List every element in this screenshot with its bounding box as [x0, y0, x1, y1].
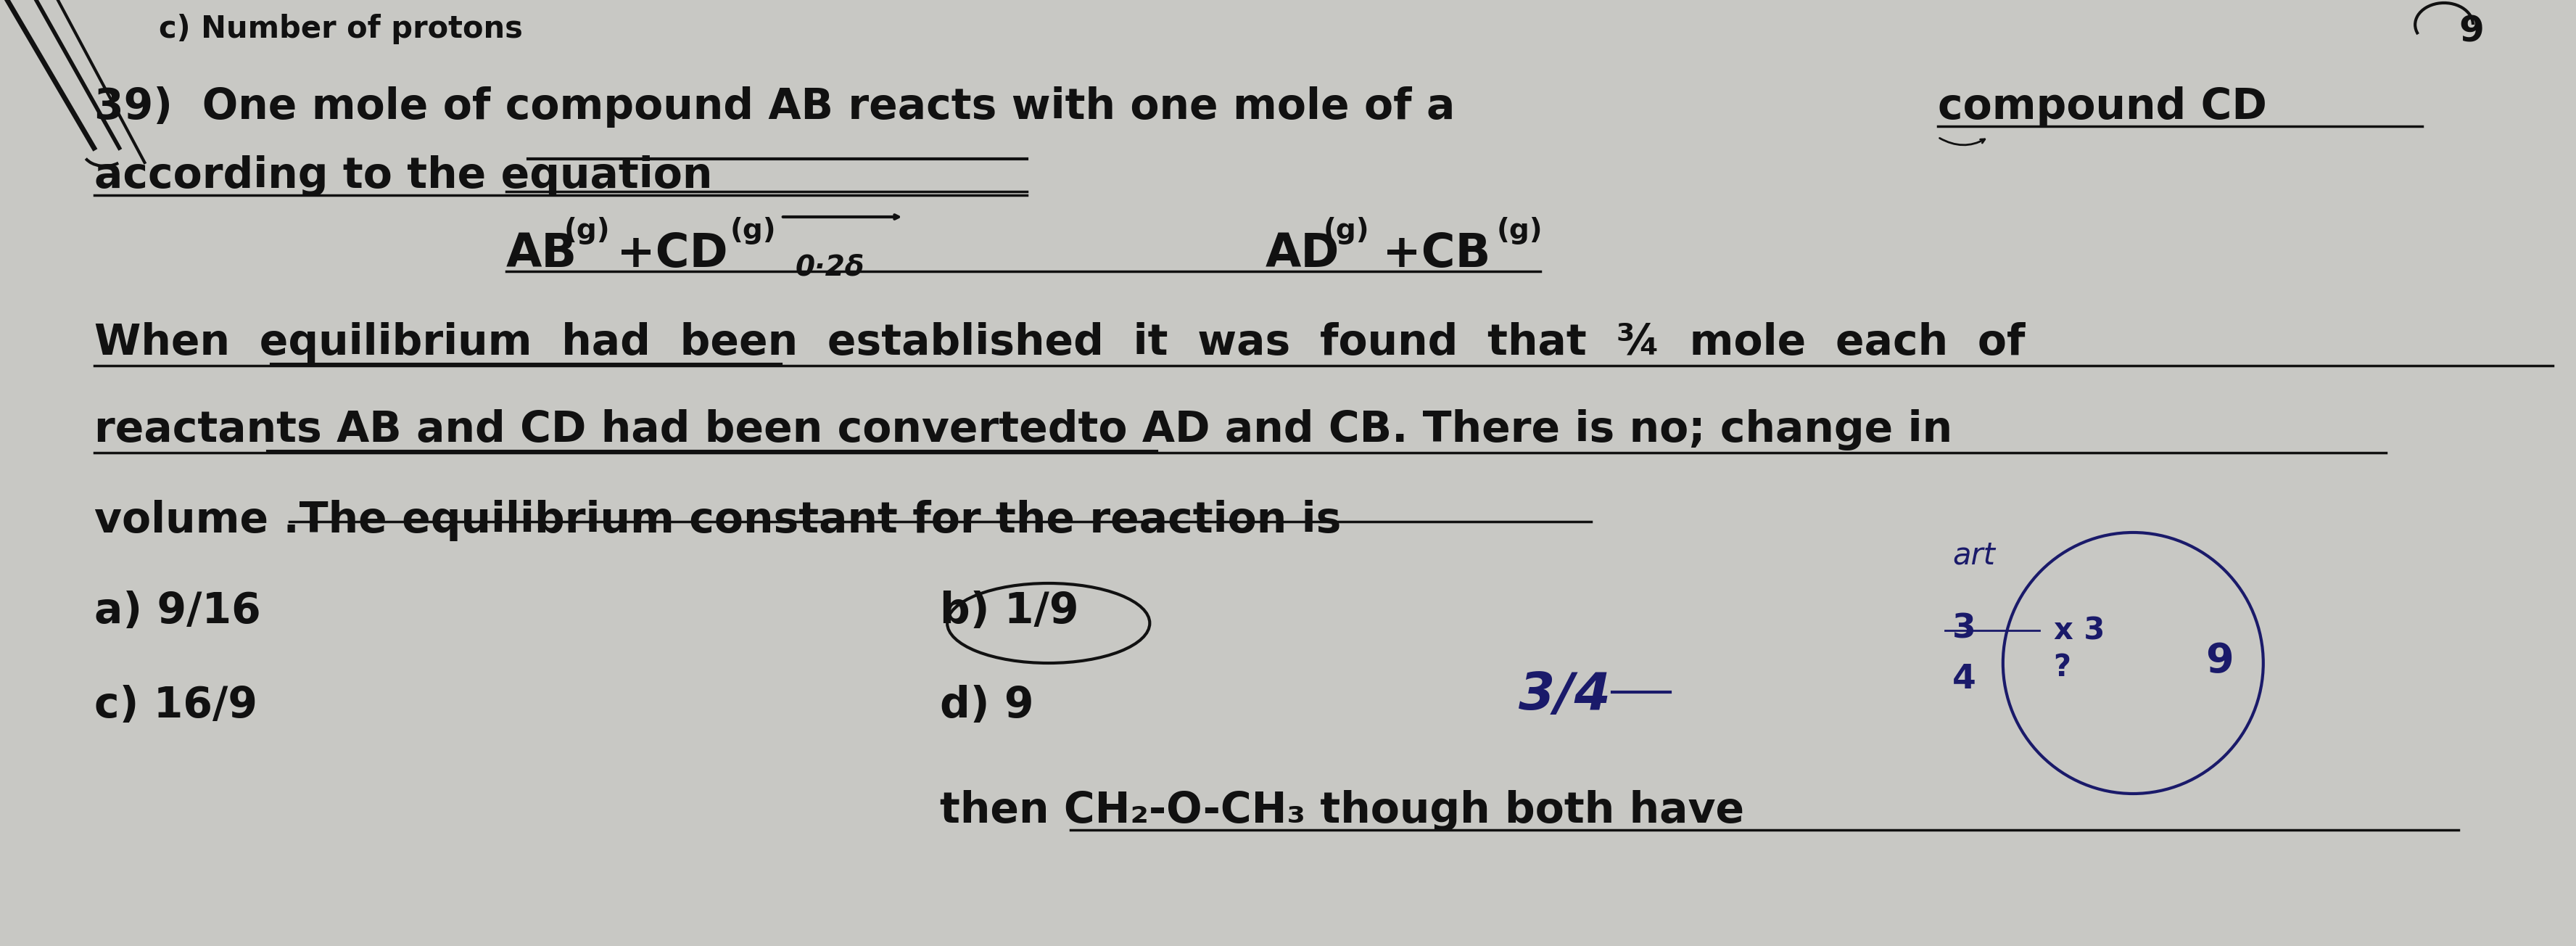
- Text: c) 16/9: c) 16/9: [93, 685, 258, 727]
- Text: x 3: x 3: [2053, 616, 2105, 646]
- Text: +CB: +CB: [1368, 232, 1492, 276]
- Text: c) Number of protons: c) Number of protons: [160, 14, 523, 44]
- Text: 4: 4: [1953, 663, 1976, 695]
- Text: AD: AD: [1265, 232, 1340, 276]
- Text: (g): (g): [1324, 217, 1370, 244]
- Text: compound CD: compound CD: [1937, 86, 2267, 128]
- Text: (g): (g): [1497, 217, 1543, 244]
- Text: then CH₂-O-CH₃ though both have: then CH₂-O-CH₃ though both have: [940, 790, 1744, 832]
- Text: 3: 3: [1953, 612, 1976, 645]
- Text: art: art: [1953, 540, 1996, 570]
- Text: ?: ?: [2053, 652, 2071, 683]
- Text: 9: 9: [2458, 14, 2483, 48]
- Text: reactants AB and CD had been convertedto AD and CB. There is no; change in: reactants AB and CD had been convertedto…: [93, 410, 1953, 450]
- Text: +CD: +CD: [600, 232, 726, 276]
- Text: a) 9/16: a) 9/16: [93, 590, 260, 632]
- Text: AB: AB: [505, 232, 577, 276]
- Text: d) 9: d) 9: [940, 685, 1033, 727]
- Text: 3/4: 3/4: [1517, 671, 1610, 721]
- Text: (g): (g): [564, 217, 611, 244]
- Text: When  equilibrium  had  been  established  it  was  found  that  ¾  mole  each  : When equilibrium had been established it…: [93, 322, 2025, 363]
- Text: 9: 9: [2205, 641, 2233, 680]
- Text: 0·2δ: 0·2δ: [796, 254, 866, 281]
- Text: according to the equation: according to the equation: [93, 155, 711, 197]
- Text: 39)  One mole of compound AB reacts with one mole of a: 39) One mole of compound AB reacts with …: [93, 86, 1455, 128]
- Text: volume .The equilibrium constant for the reaction is: volume .The equilibrium constant for the…: [93, 499, 1342, 541]
- Text: (g): (g): [732, 217, 775, 244]
- Text: b) 1/9: b) 1/9: [940, 590, 1079, 632]
